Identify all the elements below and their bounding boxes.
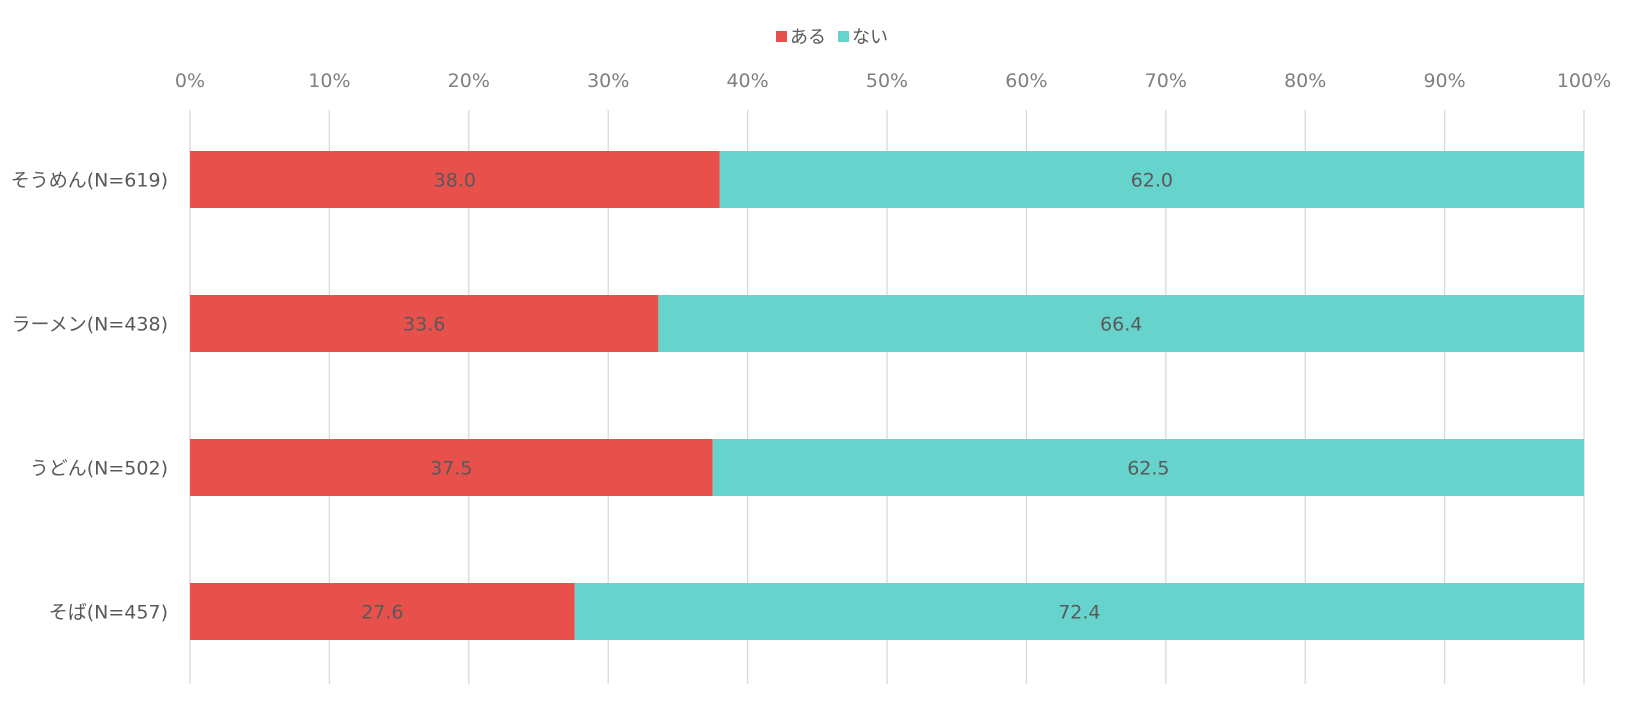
data-label: 37.5 bbox=[430, 458, 472, 480]
bar-segment bbox=[190, 151, 720, 208]
data-label: 72.4 bbox=[1058, 602, 1100, 624]
x-tick-label: 80% bbox=[1284, 70, 1326, 92]
x-tick-label: 20% bbox=[448, 70, 490, 92]
data-labels: 38.0 62.0 33.6 66.4 37.5 62.5 27.6 72.4 bbox=[361, 170, 1173, 624]
bar-segment bbox=[190, 295, 659, 352]
bars bbox=[190, 151, 1584, 640]
x-tick-label: 90% bbox=[1423, 70, 1465, 92]
x-tick-label: 30% bbox=[587, 70, 629, 92]
legend: ある ない bbox=[776, 27, 888, 48]
data-label: 33.6 bbox=[403, 314, 445, 336]
category-label: そば(N=457) bbox=[49, 602, 168, 624]
legend-swatch bbox=[776, 31, 787, 42]
x-tick-label: 40% bbox=[726, 70, 768, 92]
x-tick-label: 0% bbox=[175, 70, 205, 92]
x-axis-ticks: 0% 10% 20% 30% 40% 50% 60% 70% 80% 90% 100% bbox=[175, 70, 1611, 92]
legend-swatch bbox=[838, 31, 849, 42]
bar-segment bbox=[658, 295, 1584, 352]
bar-segment bbox=[574, 583, 1584, 640]
x-tick-label: 10% bbox=[308, 70, 350, 92]
bar-segment bbox=[190, 439, 713, 496]
category-label: うどん(N=502) bbox=[30, 458, 168, 480]
category-labels: そうめん(N=619) ラーメン(N=438) うどん(N=502) そば(N=457… bbox=[11, 170, 168, 624]
data-label: 62.5 bbox=[1127, 458, 1169, 480]
x-tick-label: 50% bbox=[866, 70, 908, 92]
category-label: そうめん(N=619) bbox=[11, 170, 168, 192]
data-label: 27.6 bbox=[361, 602, 403, 624]
x-tick-label: 60% bbox=[1005, 70, 1047, 92]
bar-segment bbox=[712, 439, 1584, 496]
legend-label: ない bbox=[852, 27, 888, 48]
bar-segment bbox=[190, 583, 575, 640]
x-tick-label: 70% bbox=[1145, 70, 1187, 92]
legend-label: ある bbox=[790, 27, 826, 48]
x-tick-label: 100% bbox=[1557, 70, 1611, 92]
data-label: 38.0 bbox=[434, 170, 476, 192]
bar-segment bbox=[719, 151, 1584, 208]
data-label: 62.0 bbox=[1131, 170, 1173, 192]
category-label: ラーメン(N=438) bbox=[12, 314, 168, 336]
data-label: 66.4 bbox=[1100, 314, 1142, 336]
